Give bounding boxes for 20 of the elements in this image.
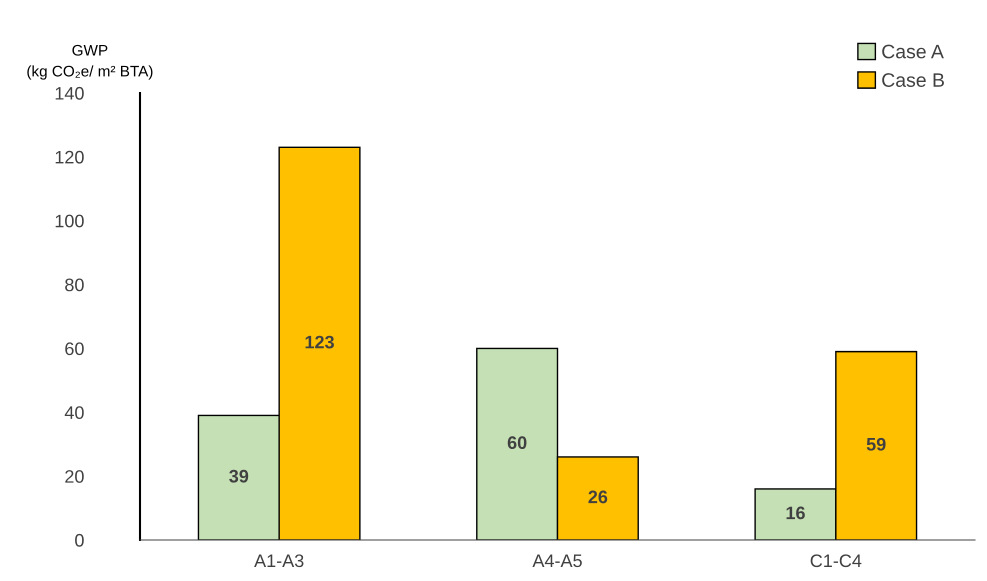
y-tick-label: 140	[56, 86, 84, 100]
data-label: 59	[866, 438, 886, 451]
y-tick-label: 0	[75, 534, 84, 547]
y-axis-title: GWP (kg CO₂e/ m² BTA)	[27, 44, 152, 80]
data-label: 39	[229, 470, 248, 483]
data-label: 123	[306, 336, 334, 349]
data-label: 26	[588, 490, 608, 504]
legend-label: Case A	[882, 44, 944, 58]
data-label: 60	[508, 436, 526, 450]
y-tick-label: 80	[65, 278, 84, 292]
y-tick-label: 60	[65, 342, 84, 356]
x-tick-label: C1-C4	[810, 554, 862, 568]
y-tick-label: 40	[64, 406, 84, 420]
x-tick-label: A1-A3	[254, 554, 304, 568]
y-tick-label: 120	[56, 150, 84, 164]
legend-label: Case B	[882, 73, 944, 87]
y-tick-label: 100	[56, 214, 84, 228]
y-tick-label: 20	[65, 470, 84, 483]
x-tick-label: A4-A5	[532, 554, 582, 568]
data-label: 16	[786, 506, 805, 520]
